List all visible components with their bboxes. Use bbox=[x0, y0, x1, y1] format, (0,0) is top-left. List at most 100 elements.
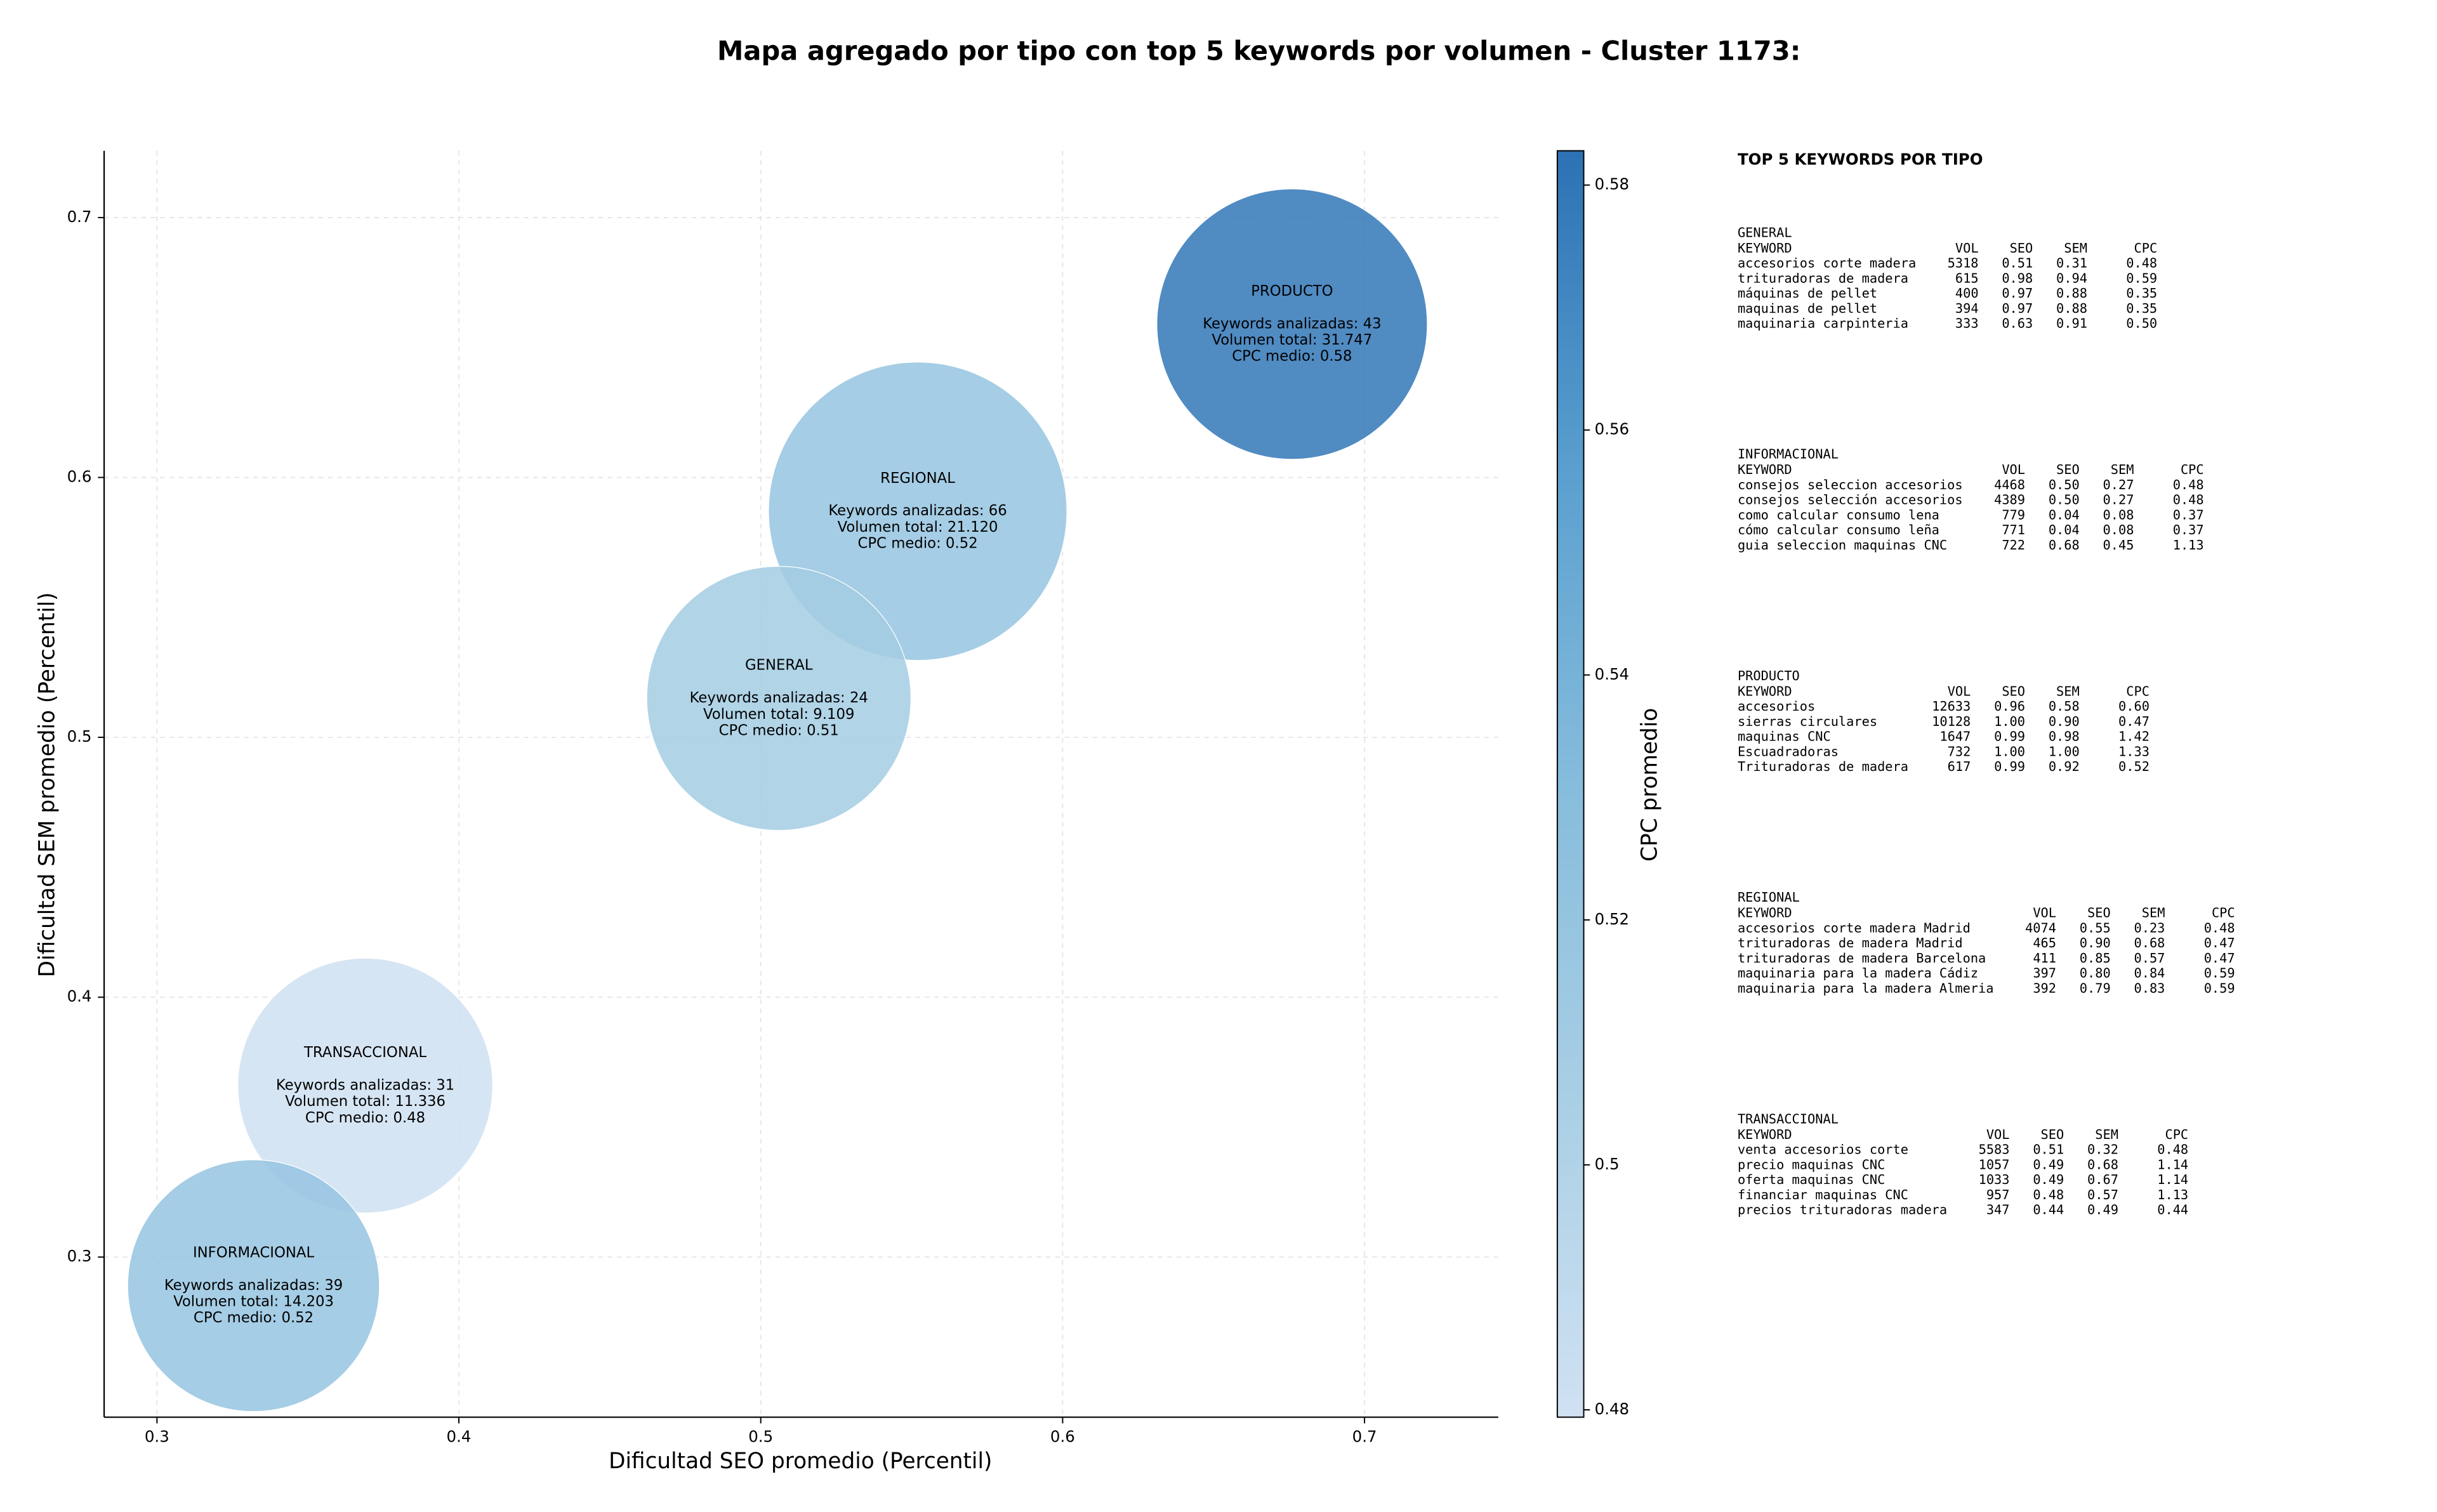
table-cell: 0.80 bbox=[2080, 966, 2111, 981]
table-cell: 12633 bbox=[1932, 699, 1971, 714]
table-cell: consejos selección accesorios bbox=[1738, 492, 1963, 508]
bubble-name: TRANSACCIONAL bbox=[303, 1044, 426, 1061]
bubble-keywords: Keywords analizadas: 24 bbox=[690, 690, 868, 706]
table-cell: maquinaria para la madera Almeria bbox=[1738, 980, 1994, 996]
table-cell: 0.50 bbox=[2049, 492, 2080, 508]
x-tick-label: 0.3 bbox=[145, 1427, 169, 1445]
table-cell: 10128 bbox=[1932, 714, 1971, 729]
column-header: KEYWORD bbox=[1738, 1127, 1792, 1142]
column-header: SEO bbox=[2056, 462, 2080, 477]
bubble-keywords: Keywords analizadas: 43 bbox=[1203, 315, 1381, 332]
x-axis-label: Dificultad SEO promedio (Percentil) bbox=[609, 1449, 992, 1474]
colorbar-tick-label: 0.48 bbox=[1595, 1400, 1629, 1418]
table-cell: financiar maquinas CNC bbox=[1738, 1187, 1908, 1202]
table-cell: Escuadradoras bbox=[1738, 744, 1839, 759]
table-cell: 392 bbox=[2033, 980, 2056, 996]
colorbar bbox=[1556, 150, 1585, 1418]
table-cell: precio maquinas CNC bbox=[1738, 1157, 1885, 1172]
y-tick-label: 0.6 bbox=[67, 467, 92, 485]
table-cell: 397 bbox=[2033, 966, 2056, 981]
table-cell: 0.96 bbox=[1994, 699, 2025, 714]
table-cell: 0.48 bbox=[2126, 256, 2157, 271]
table-cell: trituradoras de madera Barcelona bbox=[1738, 950, 1986, 966]
bubble-keywords: Keywords analizadas: 66 bbox=[828, 503, 1007, 519]
column-header: SEO bbox=[2010, 240, 2033, 256]
table-cell: 394 bbox=[1955, 301, 1979, 316]
table-cell: 615 bbox=[1955, 270, 1979, 286]
table-cell: 0.51 bbox=[2002, 256, 2033, 271]
table-cell: 0.44 bbox=[2033, 1202, 2064, 1218]
table-cell: 0.49 bbox=[2033, 1172, 2064, 1187]
column-header: SEM bbox=[2142, 905, 2165, 921]
section-name: GENERAL bbox=[1738, 225, 1792, 240]
table-cell: 411 bbox=[2033, 950, 2056, 966]
table-cell: 0.92 bbox=[2049, 759, 2080, 774]
column-header: SEM bbox=[2064, 240, 2087, 256]
column-header: CPC bbox=[2165, 1127, 2188, 1142]
bubble-keywords: Keywords analizadas: 31 bbox=[276, 1077, 454, 1093]
y-tick-label: 0.3 bbox=[67, 1247, 92, 1265]
colorbar-tick-label: 0.52 bbox=[1595, 910, 1629, 928]
x-tick-label: 0.6 bbox=[1050, 1427, 1075, 1445]
column-header: VOL bbox=[1986, 1127, 2010, 1142]
table-cell: 0.99 bbox=[1994, 759, 2025, 774]
table-cell: 1.42 bbox=[2118, 729, 2150, 744]
table-cell: 0.79 bbox=[2080, 980, 2111, 996]
table-cell: maquinas CNC bbox=[1738, 729, 1831, 744]
table-cell: Trituradoras de madera bbox=[1738, 759, 1908, 774]
table-cell: 0.83 bbox=[2134, 980, 2165, 996]
table-cell: 0.57 bbox=[2134, 950, 2165, 966]
column-header: VOL bbox=[2033, 905, 2056, 921]
table-cell: 4389 bbox=[1994, 492, 2025, 508]
table-cell: 4074 bbox=[2025, 920, 2056, 935]
column-header: VOL bbox=[1955, 240, 1979, 256]
table-cell: 957 bbox=[1986, 1187, 2010, 1202]
table-cell: 0.57 bbox=[2087, 1187, 2118, 1202]
table-cell: 0.97 bbox=[2002, 286, 2033, 301]
table-cell: como calcular consumo lena bbox=[1738, 507, 1939, 522]
bubble-name: INFORMACIONAL bbox=[193, 1244, 315, 1261]
table-cell: 0.48 bbox=[2173, 492, 2204, 508]
table-cell: 0.35 bbox=[2126, 286, 2157, 301]
bubble-cpc: CPC medio: 0.52 bbox=[194, 1310, 314, 1326]
table-cell: 0.35 bbox=[2126, 301, 2157, 316]
bubble bbox=[646, 565, 912, 831]
column-header: KEYWORD bbox=[1738, 462, 1792, 477]
table-cell: 1.00 bbox=[2049, 744, 2080, 759]
column-header: KEYWORD bbox=[1738, 905, 1792, 921]
table-cell: 0.84 bbox=[2134, 966, 2165, 981]
table-cell: 0.52 bbox=[2118, 759, 2150, 774]
table-cell: 0.04 bbox=[2049, 507, 2080, 522]
table-cell: 0.47 bbox=[2118, 714, 2150, 729]
table-cell: 0.37 bbox=[2173, 522, 2204, 537]
table-cell: 0.90 bbox=[2049, 714, 2080, 729]
bubble bbox=[1156, 188, 1428, 460]
table-cell: 347 bbox=[1986, 1202, 2010, 1218]
bubble-volume: Volumen total: 14.203 bbox=[173, 1294, 334, 1310]
table-cell: 0.98 bbox=[2049, 729, 2080, 744]
table-cell: 0.44 bbox=[2157, 1202, 2188, 1218]
table-cell: accesorios corte madera bbox=[1738, 256, 1916, 271]
y-tick-label: 0.5 bbox=[67, 727, 92, 746]
section-name: TRANSACCIONAL bbox=[1738, 1111, 1839, 1126]
column-header: KEYWORD bbox=[1738, 683, 1792, 699]
column-header: SEO bbox=[2041, 1127, 2064, 1142]
table-cell: 0.59 bbox=[2204, 966, 2235, 981]
table-cell: guia seleccion maquinas CNC bbox=[1738, 537, 1947, 553]
table-cell: 0.48 bbox=[2157, 1142, 2188, 1157]
table-cell: 0.51 bbox=[2033, 1142, 2064, 1157]
table-cell: 0.68 bbox=[2087, 1157, 2118, 1172]
table-cell: 0.47 bbox=[2204, 950, 2235, 966]
table-cell: 0.37 bbox=[2173, 507, 2204, 522]
column-header: VOL bbox=[2002, 462, 2025, 477]
column-header: SEM bbox=[2095, 1127, 2118, 1142]
table-cell: 0.08 bbox=[2103, 507, 2134, 522]
bubble-cpc: CPC medio: 0.51 bbox=[719, 723, 839, 739]
bubble-volume: Volumen total: 31.747 bbox=[1212, 332, 1372, 348]
table-cell: 0.98 bbox=[2002, 270, 2033, 286]
x-tick-label: 0.4 bbox=[447, 1427, 472, 1445]
column-header: SEM bbox=[2056, 683, 2080, 699]
table-cell: trituradoras de madera Madrid bbox=[1738, 935, 1963, 950]
column-header: CPC bbox=[2212, 905, 2235, 921]
